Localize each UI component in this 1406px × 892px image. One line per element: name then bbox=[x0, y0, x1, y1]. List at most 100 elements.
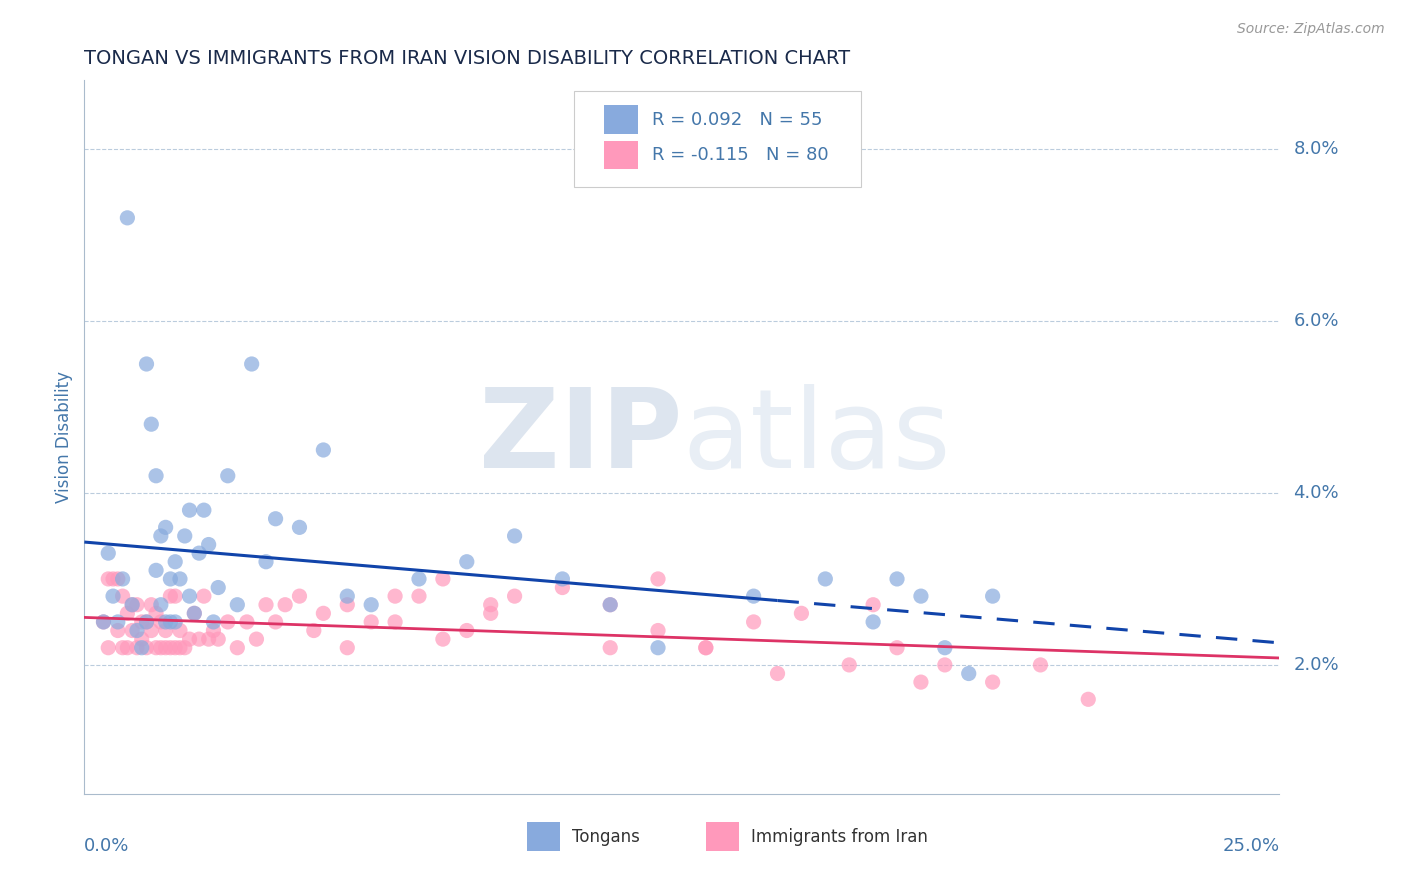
Point bbox=[217, 468, 239, 483]
Text: Immigrants from Iran: Immigrants from Iran bbox=[751, 828, 928, 846]
Point bbox=[131, 640, 153, 655]
Point bbox=[551, 581, 574, 595]
Point bbox=[159, 589, 181, 603]
Point bbox=[302, 624, 325, 638]
Point bbox=[910, 675, 932, 690]
Point bbox=[111, 572, 134, 586]
Point bbox=[202, 615, 225, 629]
Point bbox=[179, 589, 201, 603]
Point bbox=[599, 598, 621, 612]
Point bbox=[599, 598, 621, 612]
Point bbox=[188, 546, 211, 560]
Point bbox=[288, 520, 311, 534]
Text: Source: ZipAtlas.com: Source: ZipAtlas.com bbox=[1237, 22, 1385, 37]
Point bbox=[149, 529, 172, 543]
Point bbox=[1077, 692, 1099, 706]
Point bbox=[111, 640, 134, 655]
Point bbox=[165, 555, 187, 569]
Point bbox=[226, 640, 249, 655]
Point bbox=[245, 632, 267, 647]
Point bbox=[165, 589, 187, 603]
Point bbox=[408, 589, 430, 603]
Point bbox=[145, 607, 167, 621]
Point bbox=[145, 563, 167, 577]
Point bbox=[217, 615, 239, 629]
Point bbox=[384, 615, 406, 629]
Point bbox=[934, 657, 956, 672]
Point bbox=[886, 640, 908, 655]
Point bbox=[101, 572, 124, 586]
Point bbox=[97, 546, 120, 560]
Point bbox=[135, 615, 157, 629]
Point bbox=[131, 615, 153, 629]
Text: 6.0%: 6.0% bbox=[1294, 312, 1339, 330]
FancyBboxPatch shape bbox=[605, 141, 638, 169]
Point bbox=[169, 640, 191, 655]
Point bbox=[155, 520, 177, 534]
Point bbox=[125, 640, 148, 655]
Point bbox=[131, 632, 153, 647]
Point bbox=[408, 572, 430, 586]
Point bbox=[264, 512, 287, 526]
Point bbox=[981, 589, 1004, 603]
Point bbox=[551, 572, 574, 586]
Point bbox=[159, 640, 181, 655]
Point bbox=[197, 632, 219, 647]
Point bbox=[599, 640, 621, 655]
Point bbox=[149, 640, 172, 655]
Point bbox=[149, 598, 172, 612]
FancyBboxPatch shape bbox=[575, 91, 862, 187]
Text: 8.0%: 8.0% bbox=[1294, 140, 1339, 158]
Point bbox=[135, 640, 157, 655]
Point bbox=[240, 357, 263, 371]
Text: R = 0.092   N = 55: R = 0.092 N = 55 bbox=[652, 111, 823, 128]
Point bbox=[141, 624, 163, 638]
Point bbox=[97, 640, 120, 655]
Point bbox=[432, 632, 454, 647]
Point bbox=[173, 640, 195, 655]
Point bbox=[456, 555, 478, 569]
Point bbox=[101, 589, 124, 603]
Point bbox=[145, 640, 167, 655]
Point bbox=[695, 640, 717, 655]
Text: 25.0%: 25.0% bbox=[1222, 837, 1279, 855]
Text: 4.0%: 4.0% bbox=[1294, 484, 1339, 502]
Point bbox=[145, 468, 167, 483]
Point bbox=[155, 640, 177, 655]
Point bbox=[107, 624, 129, 638]
Point bbox=[193, 589, 215, 603]
Point bbox=[202, 624, 225, 638]
Point bbox=[117, 640, 139, 655]
Point bbox=[288, 589, 311, 603]
FancyBboxPatch shape bbox=[605, 105, 638, 134]
Text: ZIP: ZIP bbox=[478, 384, 682, 491]
Point bbox=[207, 632, 229, 647]
Point bbox=[117, 607, 139, 621]
Point bbox=[312, 607, 335, 621]
Point bbox=[503, 529, 526, 543]
Point bbox=[159, 572, 181, 586]
Point bbox=[188, 632, 211, 647]
Text: atlas: atlas bbox=[682, 384, 950, 491]
Point bbox=[336, 589, 359, 603]
Point bbox=[479, 598, 502, 612]
Point bbox=[169, 624, 191, 638]
Text: 2.0%: 2.0% bbox=[1294, 656, 1339, 674]
Point bbox=[838, 657, 860, 672]
Point bbox=[814, 572, 837, 586]
Point bbox=[312, 442, 335, 457]
Point bbox=[165, 640, 187, 655]
Point bbox=[165, 615, 187, 629]
Point bbox=[135, 357, 157, 371]
Point bbox=[766, 666, 789, 681]
FancyBboxPatch shape bbox=[527, 822, 560, 851]
Y-axis label: Vision Disability: Vision Disability bbox=[55, 371, 73, 503]
Text: TONGAN VS IMMIGRANTS FROM IRAN VISION DISABILITY CORRELATION CHART: TONGAN VS IMMIGRANTS FROM IRAN VISION DI… bbox=[84, 48, 851, 68]
Point bbox=[360, 598, 382, 612]
Point bbox=[336, 640, 359, 655]
Point bbox=[111, 589, 134, 603]
Text: R = -0.115   N = 80: R = -0.115 N = 80 bbox=[652, 146, 828, 164]
Point bbox=[236, 615, 259, 629]
Point bbox=[862, 615, 884, 629]
Point bbox=[336, 598, 359, 612]
